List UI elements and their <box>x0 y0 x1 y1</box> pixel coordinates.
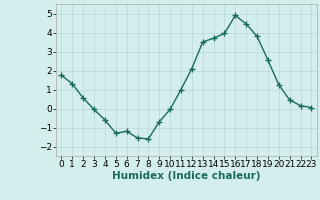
X-axis label: Humidex (Indice chaleur): Humidex (Indice chaleur) <box>112 171 261 181</box>
